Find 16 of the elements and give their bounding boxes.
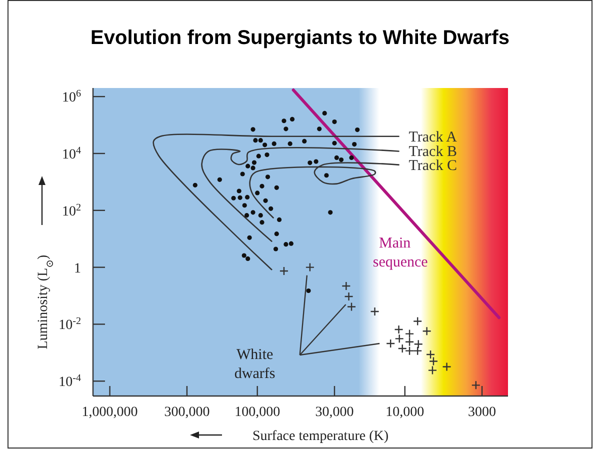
x-tick-label: 300,000 <box>164 405 210 420</box>
y-tick-label: 10$^{-2}$ <box>58 316 81 334</box>
y-tick-label: 10$^{2}$ <box>62 202 81 220</box>
annotation: White dwarfs <box>234 347 276 382</box>
x-tick-label: 1,000,000 <box>82 405 138 420</box>
chart-title: Evolution from Supergiants to White Dwarfs <box>90 27 510 49</box>
y-tick-label: 10$^{6}$ <box>62 88 81 106</box>
x-axis-title: Surface temperature (K) <box>252 429 389 444</box>
y-tick-label: 10$^{-4}$ <box>58 372 81 390</box>
x-tick-label: 30,000 <box>315 405 354 420</box>
x-tick-label: 10,000 <box>386 405 424 420</box>
y-tick-label: 1 <box>74 261 81 276</box>
x-tick-label: 100,000 <box>234 405 280 420</box>
y-tick-label: 10$^{4}$ <box>62 144 81 162</box>
series-label: Main sequence <box>372 235 428 270</box>
x-tick-label: 3000 <box>468 405 496 420</box>
